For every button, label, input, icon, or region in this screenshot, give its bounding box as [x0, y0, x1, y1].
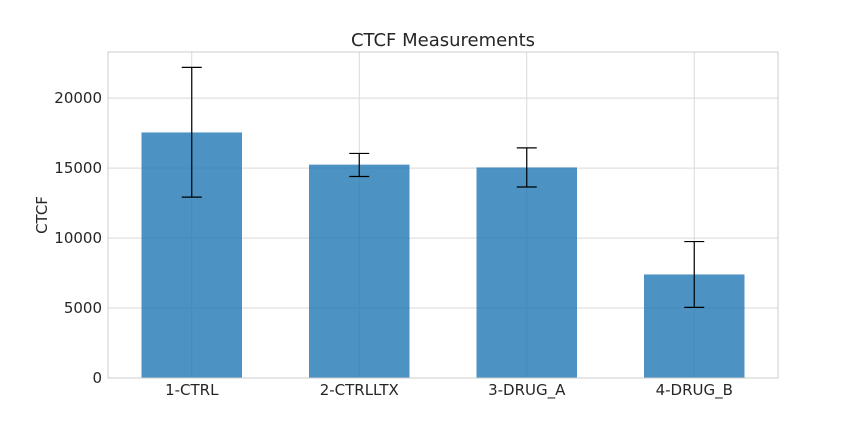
x-axis-ticks: 1-CTRL 2-CTRLLTX 3-DRUG_A 4-DRUG_B	[165, 381, 733, 400]
x-tick-label: 1-CTRL	[165, 381, 219, 399]
y-tick-label: 20000	[54, 89, 102, 107]
bar-2-ctrlltx	[309, 164, 410, 378]
x-tick-label: 4-DRUG_B	[656, 381, 733, 400]
x-tick-label: 2-CTRLLTX	[320, 381, 399, 399]
bar-3-drug-a	[476, 167, 577, 378]
chart-title: CTCF Measurements	[351, 30, 535, 51]
bars	[141, 132, 745, 378]
plot-frame	[107, 51, 779, 379]
y-tick-label: 0	[92, 369, 102, 387]
y-tick-label: 5000	[64, 299, 102, 317]
y-axis-label: CTCF	[33, 196, 51, 234]
x-tick-label: 3-DRUG_A	[488, 381, 566, 400]
y-tick-label: 10000	[54, 229, 102, 247]
y-axis-ticks: 0 5000 10000 15000 20000	[54, 89, 102, 387]
y-tick-label: 15000	[54, 159, 102, 177]
error-bars	[181, 66, 705, 308]
